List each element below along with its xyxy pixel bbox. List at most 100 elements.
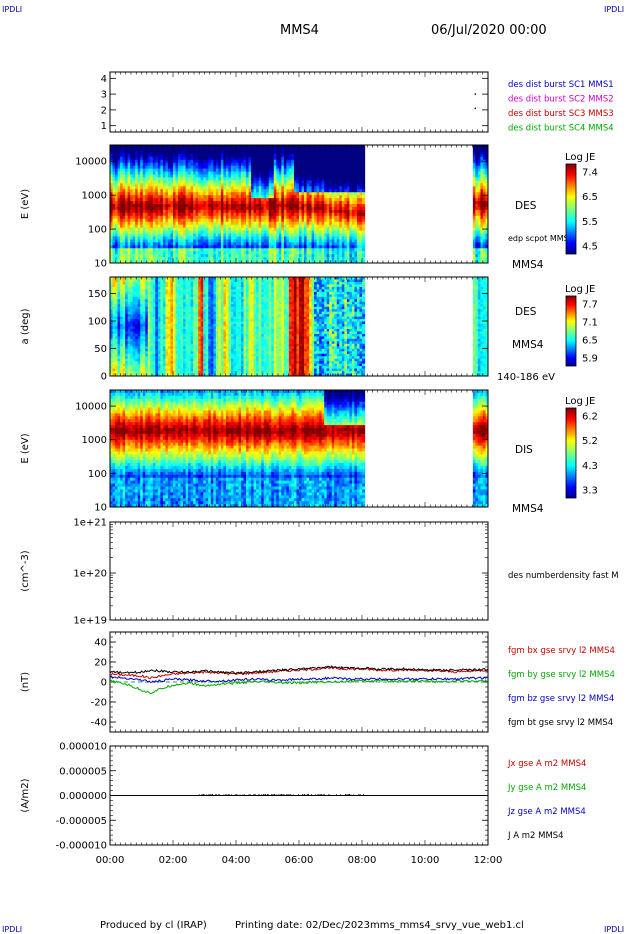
des-energy-cell bbox=[485, 242, 488, 246]
des-energy-cell bbox=[319, 171, 323, 176]
des-energy-cell bbox=[167, 165, 172, 170]
des-energy-cell bbox=[200, 236, 204, 240]
des-energy-cell bbox=[278, 183, 282, 187]
des-energy-cell bbox=[359, 236, 363, 240]
des-energy-cell bbox=[291, 251, 295, 255]
des-energy-cell bbox=[155, 183, 159, 187]
des-pitch-cell bbox=[110, 338, 114, 342]
des-energy-cell bbox=[203, 221, 207, 226]
des-energy-cell bbox=[162, 254, 167, 258]
des-energy-cell bbox=[243, 254, 247, 258]
des-energy-cell bbox=[241, 209, 245, 214]
des-energy-cell bbox=[480, 145, 484, 149]
des-energy-cell bbox=[480, 257, 484, 261]
des-energy-cell bbox=[180, 183, 184, 187]
des-energy-cell bbox=[183, 195, 187, 199]
des-energy-cell bbox=[142, 212, 146, 217]
des-energy-cell bbox=[147, 254, 151, 258]
des-energy-cell bbox=[213, 195, 217, 199]
des-energy-cell bbox=[132, 230, 136, 235]
des-energy-cell bbox=[344, 156, 348, 161]
des-energy-cell bbox=[301, 236, 305, 240]
des-energy-cell bbox=[140, 242, 144, 246]
des-energy-cell bbox=[291, 233, 295, 238]
des-energy-cell bbox=[110, 239, 114, 243]
des-energy-cell bbox=[301, 260, 305, 263]
des-energy-cell bbox=[157, 153, 161, 158]
des-pitch-cell bbox=[132, 311, 136, 315]
des-energy-cell bbox=[283, 236, 287, 240]
des-energy-cell bbox=[110, 201, 114, 205]
des-energy-cell bbox=[251, 212, 255, 217]
des-energy-cell bbox=[341, 165, 345, 170]
des-energy-cell bbox=[135, 257, 139, 261]
des-energy-cell bbox=[273, 201, 277, 205]
des-energy-cell bbox=[183, 215, 187, 220]
des-energy-cell bbox=[157, 257, 161, 261]
des-energy-cell bbox=[132, 168, 136, 173]
des-energy-cell bbox=[246, 156, 250, 161]
des-energy-cell bbox=[203, 189, 207, 193]
des-energy-cell bbox=[225, 165, 230, 170]
des-energy-cell bbox=[334, 183, 338, 187]
des-energy-cell bbox=[160, 204, 164, 208]
des-energy-cell bbox=[120, 239, 124, 243]
des-energy-cell bbox=[329, 189, 333, 193]
des-pitch-cell bbox=[117, 331, 121, 335]
des-energy-cell bbox=[115, 150, 119, 155]
des-energy-cell bbox=[175, 245, 179, 249]
des-energy-cell bbox=[152, 153, 156, 158]
des-energy-cell bbox=[241, 189, 245, 193]
des-energy-cell bbox=[331, 159, 335, 164]
des-energy-cell bbox=[482, 236, 487, 240]
des-energy-cell bbox=[329, 186, 333, 190]
des-pitch-cell bbox=[127, 326, 131, 330]
des-energy-cell bbox=[299, 162, 303, 167]
des-pitch-cell bbox=[117, 338, 121, 342]
des-energy-cell bbox=[351, 165, 356, 170]
des-pitch-cell bbox=[130, 324, 134, 328]
des-energy-cell bbox=[178, 209, 182, 214]
des-energy-cell bbox=[339, 153, 343, 158]
des-energy-cell bbox=[309, 230, 313, 235]
des-energy-cell bbox=[115, 195, 119, 199]
des-energy-cell bbox=[132, 215, 136, 220]
des-pitch-cell bbox=[112, 371, 116, 375]
des-energy-cell bbox=[336, 171, 340, 176]
des-pitch-cell bbox=[115, 306, 119, 310]
des-energy-cell bbox=[326, 227, 330, 232]
des-energy-cell bbox=[178, 230, 182, 235]
des-energy-cell bbox=[170, 183, 174, 187]
des-energy-cell bbox=[215, 254, 219, 258]
des-energy-cell bbox=[288, 171, 293, 176]
des-energy-cell bbox=[472, 221, 476, 226]
des-energy-cell bbox=[241, 147, 245, 152]
des-energy-cell bbox=[324, 180, 328, 184]
des-energy-cell bbox=[248, 233, 252, 238]
des-energy-cell bbox=[253, 189, 257, 193]
des-energy-cell bbox=[362, 206, 366, 211]
des-energy-cell bbox=[351, 177, 356, 181]
des-energy-cell bbox=[321, 168, 325, 173]
des-energy-cell bbox=[263, 168, 267, 173]
des-energy-cell bbox=[190, 242, 194, 246]
des-energy-cell bbox=[125, 221, 129, 226]
des-energy-cell bbox=[482, 180, 487, 184]
des-energy-cell bbox=[188, 227, 192, 232]
des-energy-cell bbox=[356, 156, 361, 161]
des-energy-cell bbox=[354, 192, 358, 196]
des-energy-cell bbox=[188, 183, 192, 187]
des-energy-cell bbox=[155, 254, 159, 258]
des-energy-cell bbox=[326, 242, 330, 246]
des-energy-cell bbox=[165, 156, 169, 161]
des-energy-cell bbox=[314, 171, 318, 176]
des-energy-cell bbox=[165, 209, 169, 214]
des-energy-cell bbox=[256, 153, 260, 158]
des-energy-cell bbox=[140, 230, 144, 235]
des-energy-cell bbox=[271, 254, 275, 258]
des-energy-cell bbox=[140, 212, 144, 217]
des-pitch-cell bbox=[122, 366, 126, 370]
des-energy-cell bbox=[273, 236, 277, 240]
des-energy-cell bbox=[344, 168, 348, 173]
des-energy-cell bbox=[120, 174, 124, 179]
